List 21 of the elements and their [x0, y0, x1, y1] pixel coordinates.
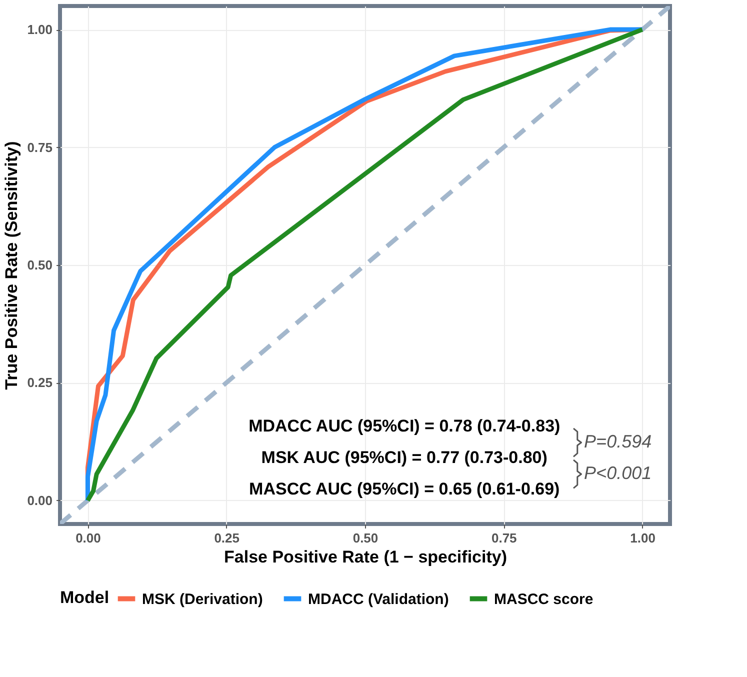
- legend-label: MDACC (Validation): [308, 590, 449, 608]
- y-tick-label: 0.25: [27, 375, 52, 390]
- x-tick-label: 1.00: [630, 530, 656, 546]
- x-tick-label: 0.50: [352, 530, 378, 546]
- annotation: MSK AUC (95%CI) = 0.77 (0.73-0.80): [261, 448, 548, 468]
- annotation: P=0.594: [584, 432, 652, 452]
- x-tick-label: 0.00: [76, 530, 101, 546]
- annotation: MASCC AUC (95%CI) = 0.65 (0.61-0.69): [249, 480, 560, 499]
- y-tick-label: 1.00: [27, 22, 52, 38]
- annotation: MDACC AUC (95%CI) = 0.78 (0.74-0.83): [248, 416, 560, 436]
- annotation: P<0.001: [584, 463, 652, 484]
- y-tick-label: 0.00: [27, 492, 52, 508]
- legend-label: MSK (Derivation): [142, 590, 263, 608]
- x-axis-title: False Positive Rate (1 − specificity): [224, 548, 507, 566]
- y-tick-label: 0.50: [27, 258, 52, 272]
- x-tick-label: 0.25: [214, 530, 240, 546]
- legend-title: Model: [60, 588, 110, 607]
- x-tick-label: 0.75: [491, 530, 517, 546]
- legend-label: MASCC score: [494, 590, 594, 608]
- y-axis-title: True Positive Rate (Sensitivity): [2, 141, 22, 390]
- y-tick-label: 0.75: [27, 140, 52, 155]
